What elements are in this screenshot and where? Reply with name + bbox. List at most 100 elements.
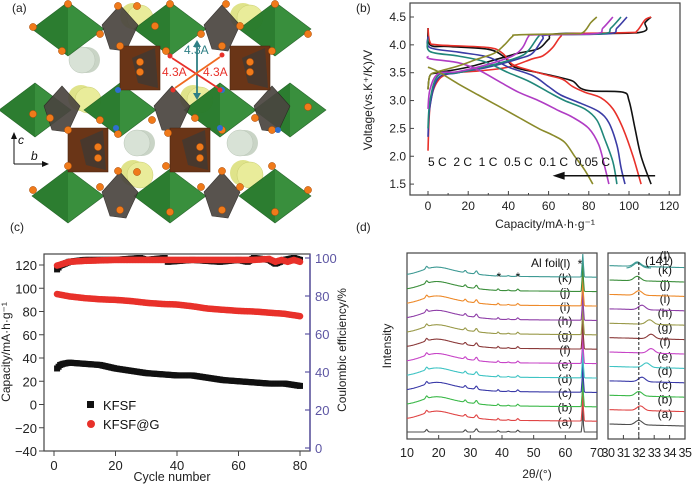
x-tick-label: 34 bbox=[663, 446, 676, 460]
x-tick-label: 0 bbox=[50, 458, 57, 473]
oxygen-atom bbox=[268, 47, 276, 55]
oxygen-atom bbox=[116, 206, 124, 214]
curve-label: (d) bbox=[558, 372, 573, 386]
axes-group: 0 20 40 60 80 100 120 1.5 2.0 2.5 3.0 3.5 4.0 4.5 bbox=[389, 10, 679, 213]
arrow-head bbox=[170, 87, 176, 93]
oxygen-atom bbox=[151, 22, 159, 30]
tetrahedron bbox=[153, 85, 191, 133]
y-tick-label: 4.0 bbox=[389, 38, 406, 52]
y-tick-label: 40 bbox=[23, 351, 37, 366]
oxygen-atom bbox=[29, 110, 37, 118]
panel-label-b: (b) bbox=[356, 1, 371, 15]
x-tick-label: 100 bbox=[619, 199, 639, 213]
octahedron-face bbox=[134, 2, 170, 56]
xrd-curve bbox=[406, 275, 597, 307]
xrd-zoom-curve bbox=[609, 261, 685, 269]
distance-label-left: 4.3A bbox=[162, 65, 187, 79]
panel-label-c: (c) bbox=[10, 220, 24, 234]
legend: KFSF KFSF@G bbox=[87, 398, 160, 432]
small-atom bbox=[113, 125, 119, 131]
al-foil-star: * bbox=[578, 257, 583, 271]
oxygen-atom bbox=[96, 116, 104, 124]
large-sphere-grey bbox=[226, 129, 254, 157]
xrd-zoom-curve bbox=[609, 405, 685, 413]
distance-label-right: 4.3A bbox=[203, 65, 228, 79]
octahedron-face bbox=[84, 83, 120, 137]
b-axis-label: b bbox=[31, 149, 38, 163]
curve-label: (c) bbox=[558, 386, 572, 400]
x-tick-label: 30 bbox=[463, 446, 477, 460]
oxygen-atom bbox=[166, 0, 174, 8]
x-tick-label: 20 bbox=[462, 199, 476, 213]
oxygen-atom bbox=[164, 129, 172, 137]
x-axis-label: Capacity/mA·h·g⁻¹ bbox=[495, 217, 595, 231]
oxygen-atom bbox=[197, 30, 205, 38]
curves-group bbox=[426, 16, 656, 185]
x-tick-label: 30 bbox=[602, 446, 615, 460]
tetrahedron bbox=[203, 171, 241, 219]
distance-label-vertical: 4.3A bbox=[184, 43, 209, 57]
curve-label: (e) bbox=[558, 357, 573, 371]
curve-label-right: (i) bbox=[660, 292, 671, 306]
y-axis-label: Intensity bbox=[380, 324, 394, 369]
oxygen-atom bbox=[136, 58, 144, 66]
small-atom bbox=[115, 87, 121, 93]
xrd-zoom-curve bbox=[609, 390, 685, 398]
data-point-1 bbox=[296, 312, 304, 320]
oxygen-atom bbox=[64, 126, 72, 134]
y-tick-label: 2.0 bbox=[389, 149, 406, 163]
charge-curve-1 bbox=[427, 16, 652, 151]
curve-label: (l) bbox=[560, 257, 571, 271]
x-axis-label: Cycle number bbox=[133, 470, 210, 484]
oxygen-atom bbox=[246, 68, 254, 76]
oxygen-atom bbox=[114, 167, 122, 175]
xrd-curve bbox=[406, 304, 597, 336]
y-tick-label: 4.5 bbox=[389, 10, 406, 24]
charge-curve-4 bbox=[427, 16, 614, 109]
large-sphere-grey bbox=[123, 129, 151, 157]
oxygen-atom bbox=[114, 2, 122, 10]
xrd-zoom-curve bbox=[609, 290, 685, 297]
oxygen-atom bbox=[218, 206, 226, 214]
x-tick-label: 80 bbox=[582, 199, 596, 213]
xrd-curve bbox=[406, 376, 597, 408]
y-tick-label: −40 bbox=[15, 444, 37, 459]
curve-label: (k) bbox=[558, 271, 572, 285]
curve-label-right: (c) bbox=[658, 378, 672, 392]
charge-curve-3 bbox=[427, 16, 622, 129]
legend-marker-kfsf bbox=[87, 401, 94, 408]
oxygen-atom bbox=[136, 68, 144, 76]
y-right-tick-label: 60 bbox=[315, 327, 329, 342]
curve-label: (i) bbox=[560, 300, 571, 314]
legend-marker-kfsfg bbox=[87, 420, 95, 428]
xrd-curves-left: (a)(b)(c)(d)(e)(f)(g)(h)(i)(j)(k)(l) bbox=[406, 253, 597, 433]
x-tick-label: 0 bbox=[425, 199, 432, 213]
curve-label-right: (g) bbox=[658, 321, 673, 335]
y-tick-label: 120 bbox=[15, 258, 37, 273]
y-axis-label: Capacity/mA·h·g⁻¹ bbox=[0, 302, 13, 402]
oxygen-atom bbox=[236, 183, 244, 191]
y-axis-label: Voltage(vs.K⁺/K)/V bbox=[361, 50, 375, 150]
oxygen-atom bbox=[94, 143, 102, 151]
star-39: * bbox=[497, 270, 502, 284]
oxygen-atom bbox=[304, 103, 312, 111]
legend-label-kfsf: KFSF bbox=[103, 398, 136, 413]
panel-label-d: (d) bbox=[356, 220, 371, 234]
discharge-curve-5 bbox=[427, 66, 594, 185]
legend-label-kfsfg: KFSF@G bbox=[103, 417, 160, 432]
octahedron-face bbox=[184, 83, 220, 137]
oxygen-atom bbox=[46, 114, 54, 122]
x-axis-label-text: 2θ/(°) bbox=[522, 467, 551, 481]
oxygen-atom bbox=[304, 30, 312, 38]
y-tick-label: 60 bbox=[23, 328, 37, 343]
xrd-zoom-curve bbox=[609, 376, 685, 384]
oxygen-atom bbox=[114, 130, 122, 138]
xrd-zoom-curve bbox=[609, 275, 685, 283]
xrd-curve bbox=[407, 403, 597, 433]
oxygen-atom bbox=[251, 114, 259, 122]
oxygen-atom bbox=[218, 167, 226, 175]
oxygen-atom bbox=[133, 168, 141, 176]
oxygen-atom bbox=[148, 116, 156, 124]
prism-inner bbox=[242, 48, 268, 88]
